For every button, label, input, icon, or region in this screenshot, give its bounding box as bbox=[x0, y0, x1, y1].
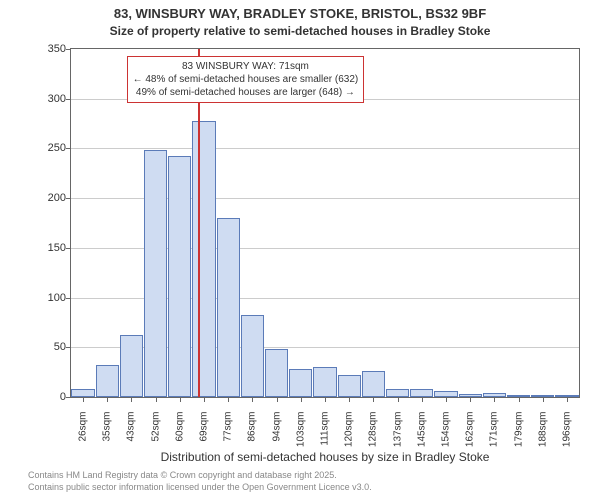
x-tick-mark bbox=[567, 397, 568, 402]
x-tick-mark bbox=[325, 397, 326, 402]
y-tick-label: 50 bbox=[26, 341, 66, 353]
x-tick-label: 137sqm bbox=[392, 412, 403, 462]
x-tick-label: 69sqm bbox=[199, 412, 210, 462]
x-tick-mark bbox=[277, 397, 278, 402]
annotation-line: 49% of semi-detached houses are larger (… bbox=[133, 86, 359, 99]
y-tick-mark bbox=[66, 198, 71, 199]
y-tick-mark bbox=[66, 397, 71, 398]
x-tick-label: 120sqm bbox=[344, 412, 355, 462]
y-tick-label: 100 bbox=[26, 292, 66, 304]
y-tick-label: 250 bbox=[26, 142, 66, 154]
histogram-bar bbox=[168, 156, 191, 397]
histogram-bar bbox=[192, 121, 215, 397]
annotation-line: ← 48% of semi-detached houses are smalle… bbox=[133, 73, 359, 86]
y-tick-mark bbox=[66, 298, 71, 299]
y-tick-mark bbox=[66, 49, 71, 50]
x-tick-mark bbox=[422, 397, 423, 402]
histogram-bar bbox=[120, 335, 143, 397]
y-tick-label: 200 bbox=[26, 192, 66, 204]
x-tick-label: 162sqm bbox=[465, 412, 476, 462]
x-tick-label: 111sqm bbox=[320, 412, 331, 462]
x-tick-label: 94sqm bbox=[271, 412, 282, 462]
x-tick-label: 60sqm bbox=[174, 412, 185, 462]
x-tick-label: 188sqm bbox=[537, 412, 548, 462]
x-tick-mark bbox=[373, 397, 374, 402]
x-tick-label: 154sqm bbox=[440, 412, 451, 462]
footer-line2: Contains public sector information licen… bbox=[28, 482, 372, 492]
histogram-bar bbox=[265, 349, 288, 397]
histogram-bar bbox=[71, 389, 94, 397]
chart-container: 83, WINSBURY WAY, BRADLEY STOKE, BRISTOL… bbox=[0, 0, 600, 500]
annotation-line: 83 WINSBURY WAY: 71sqm bbox=[133, 60, 359, 73]
histogram-bar bbox=[289, 369, 312, 397]
x-tick-mark bbox=[180, 397, 181, 402]
x-tick-label: 52sqm bbox=[150, 412, 161, 462]
x-tick-mark bbox=[398, 397, 399, 402]
x-tick-mark bbox=[519, 397, 520, 402]
histogram-bar bbox=[96, 365, 119, 397]
x-tick-label: 103sqm bbox=[295, 412, 306, 462]
plot-area: 83 WINSBURY WAY: 71sqm← 48% of semi-deta… bbox=[70, 48, 580, 398]
histogram-bar bbox=[410, 389, 433, 397]
x-tick-label: 128sqm bbox=[368, 412, 379, 462]
x-tick-mark bbox=[543, 397, 544, 402]
histogram-bar bbox=[386, 389, 409, 397]
x-tick-label: 179sqm bbox=[513, 412, 524, 462]
x-tick-mark bbox=[446, 397, 447, 402]
x-tick-label: 26sqm bbox=[78, 412, 89, 462]
y-tick-mark bbox=[66, 99, 71, 100]
y-tick-mark bbox=[66, 148, 71, 149]
title-line1: 83, WINSBURY WAY, BRADLEY STOKE, BRISTOL… bbox=[0, 6, 600, 21]
annotation-box: 83 WINSBURY WAY: 71sqm← 48% of semi-deta… bbox=[127, 56, 365, 103]
y-tick-label: 0 bbox=[26, 391, 66, 403]
histogram-bar bbox=[338, 375, 361, 397]
y-tick-label: 300 bbox=[26, 93, 66, 105]
x-tick-mark bbox=[470, 397, 471, 402]
histogram-bar bbox=[241, 315, 264, 397]
x-tick-label: 196sqm bbox=[561, 412, 572, 462]
x-tick-mark bbox=[349, 397, 350, 402]
y-tick-label: 350 bbox=[26, 43, 66, 55]
x-tick-label: 171sqm bbox=[489, 412, 500, 462]
x-tick-mark bbox=[131, 397, 132, 402]
histogram-bar bbox=[313, 367, 336, 397]
x-tick-label: 145sqm bbox=[416, 412, 427, 462]
histogram-bar bbox=[144, 150, 167, 397]
y-tick-mark bbox=[66, 248, 71, 249]
footer-line1: Contains HM Land Registry data © Crown c… bbox=[28, 470, 337, 480]
histogram-bar bbox=[217, 218, 240, 397]
x-tick-label: 35sqm bbox=[102, 412, 113, 462]
x-tick-mark bbox=[301, 397, 302, 402]
x-tick-mark bbox=[107, 397, 108, 402]
histogram-bar bbox=[362, 371, 385, 397]
y-tick-label: 150 bbox=[26, 242, 66, 254]
x-tick-label: 43sqm bbox=[126, 412, 137, 462]
title-line2: Size of property relative to semi-detach… bbox=[0, 24, 600, 38]
x-tick-label: 86sqm bbox=[247, 412, 258, 462]
x-tick-mark bbox=[204, 397, 205, 402]
x-tick-mark bbox=[83, 397, 84, 402]
x-tick-mark bbox=[252, 397, 253, 402]
x-tick-mark bbox=[156, 397, 157, 402]
y-tick-mark bbox=[66, 347, 71, 348]
x-tick-label: 77sqm bbox=[223, 412, 234, 462]
gridline bbox=[71, 148, 579, 149]
x-tick-mark bbox=[228, 397, 229, 402]
x-tick-mark bbox=[494, 397, 495, 402]
